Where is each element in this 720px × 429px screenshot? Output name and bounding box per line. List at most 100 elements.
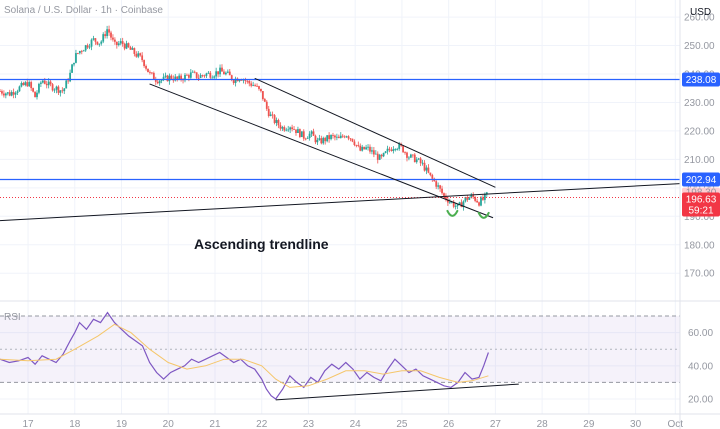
candle-body-62 xyxy=(119,41,122,44)
currency-label[interactable]: USD xyxy=(690,7,711,18)
candle-body-250 xyxy=(485,192,488,195)
x-tick-6: 23 xyxy=(303,419,315,429)
candle-body-74 xyxy=(143,60,146,67)
x-tick-10: 27 xyxy=(490,419,502,429)
candle-body-12 xyxy=(22,82,25,86)
candle-body-171 xyxy=(332,135,334,136)
candle-body-111 xyxy=(215,71,218,77)
candle-body-106 xyxy=(205,73,208,76)
candle-body-231 xyxy=(448,201,451,203)
candle-body-72 xyxy=(139,53,142,56)
candle-body-53 xyxy=(102,34,105,42)
candle-body-175 xyxy=(339,135,342,139)
candle-body-97 xyxy=(187,75,190,78)
candle-body-247 xyxy=(480,197,482,206)
rsi-title: RSI xyxy=(4,312,21,323)
candle-body-202 xyxy=(392,149,395,151)
candle-body-236 xyxy=(458,202,461,205)
candle-body-182 xyxy=(353,141,356,145)
candle-body-147 xyxy=(285,129,288,131)
candle-body-26 xyxy=(49,81,52,85)
candle-body-154 xyxy=(298,129,301,138)
candle-body-126 xyxy=(244,79,247,81)
candle-body-166 xyxy=(322,137,325,144)
candle-body-100 xyxy=(193,71,196,73)
candle-body-92 xyxy=(178,75,181,79)
candle-body-128 xyxy=(248,80,251,84)
candle-body-75 xyxy=(145,66,147,69)
candle-body-139 xyxy=(269,114,272,116)
candle-body-81 xyxy=(156,81,159,84)
candle-body-213 xyxy=(413,154,416,163)
candle-body-233 xyxy=(452,201,455,207)
price-tick-4: 210.00 xyxy=(684,155,715,166)
candle-body-140 xyxy=(271,114,274,116)
candle-body-249 xyxy=(483,194,486,200)
rsi-trendline[interactable] xyxy=(275,383,519,401)
candle-body-14 xyxy=(26,82,29,87)
ascending-trendline[interactable] xyxy=(0,183,681,222)
level-tag-label-1: 202.94 xyxy=(686,175,717,186)
candle-body-3 xyxy=(4,93,7,96)
candle-body-41 xyxy=(78,51,81,54)
candle-body-86 xyxy=(166,75,169,82)
candle-body-48 xyxy=(92,38,95,40)
candle-body-205 xyxy=(398,143,401,149)
rsi-axis[interactable]: 20.00 40.00 60.00 xyxy=(688,328,713,405)
candle-body-179 xyxy=(347,136,350,139)
candle-body-30 xyxy=(57,86,60,93)
candle-body-131 xyxy=(254,85,256,86)
channel-upper-line[interactable] xyxy=(254,77,496,188)
candle-body-143 xyxy=(277,120,280,126)
candle-body-83 xyxy=(160,79,163,81)
price-grid xyxy=(0,0,680,414)
candle-body-188 xyxy=(365,147,367,150)
candle-body-196 xyxy=(380,154,383,157)
x-tick-7: 24 xyxy=(350,419,362,429)
candle-body-197 xyxy=(382,152,385,157)
rsi-tick-2: 60.00 xyxy=(688,328,713,339)
candle-body-207 xyxy=(402,145,404,153)
candle-body-9 xyxy=(16,91,19,93)
x-tick-13: 30 xyxy=(630,419,642,429)
channel-lower-line[interactable] xyxy=(149,83,494,219)
candle-body-27 xyxy=(51,84,54,91)
rsi-lines xyxy=(0,311,489,400)
candle-body-95 xyxy=(184,74,186,81)
candle-body-25 xyxy=(47,81,50,86)
candle-body-173 xyxy=(335,136,338,138)
candle-body-87 xyxy=(168,75,171,82)
candle-body-68 xyxy=(131,48,134,50)
candle-body-141 xyxy=(273,115,276,123)
candle-body-91 xyxy=(176,76,179,79)
price-tick-6: 230.00 xyxy=(684,98,715,109)
candle-body-138 xyxy=(267,108,270,116)
candle-body-125 xyxy=(242,79,245,81)
candle-body-169 xyxy=(328,135,330,140)
candle-body-116 xyxy=(224,72,227,75)
candle-body-107 xyxy=(207,72,210,74)
price-axis[interactable]: 170.00180.00190.00200.00210.00220.00230.… xyxy=(684,13,715,280)
x-tick-9: 26 xyxy=(443,419,455,429)
price-tick-0: 170.00 xyxy=(684,269,715,280)
candle-body-2 xyxy=(2,93,5,96)
candle-body-204 xyxy=(396,148,399,150)
candle-body-0 xyxy=(0,91,1,92)
candle-body-29 xyxy=(55,86,58,90)
candle-body-200 xyxy=(388,148,391,150)
candle-body-192 xyxy=(372,150,375,155)
candle-body-60 xyxy=(115,41,118,46)
candle-body-168 xyxy=(326,135,329,142)
candle-body-104 xyxy=(201,75,204,77)
candle-body-242 xyxy=(470,194,473,198)
horizontal-levels[interactable] xyxy=(0,78,680,181)
candle-body-123 xyxy=(238,79,241,82)
candle-body-193 xyxy=(374,153,377,155)
candle-body-178 xyxy=(345,136,348,138)
candle-body-155 xyxy=(300,131,303,138)
candle-body-82 xyxy=(158,80,161,84)
candle-body-99 xyxy=(191,71,194,73)
candle-body-120 xyxy=(232,79,235,83)
candle-body-158 xyxy=(306,138,309,139)
